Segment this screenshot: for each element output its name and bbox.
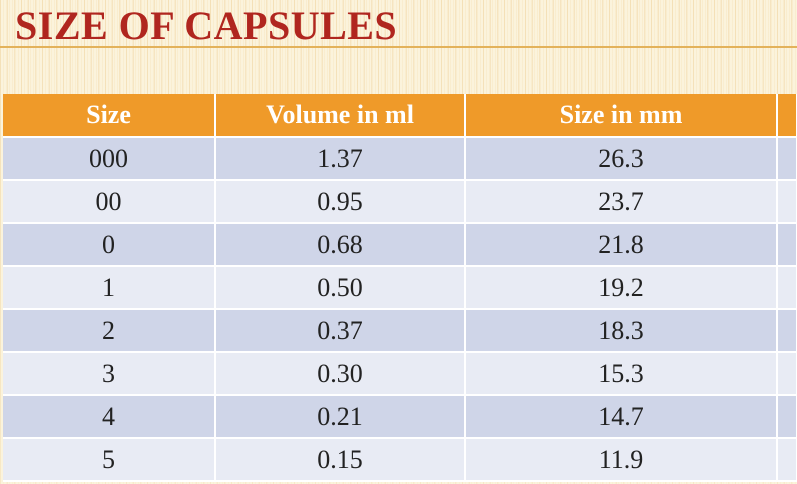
table-row: 00 0.95 23.7 bbox=[3, 180, 797, 224]
table-header-row: Size Volume in ml Size in mm bbox=[3, 94, 797, 138]
cell-size-mm: 14.7 bbox=[465, 395, 778, 439]
cell-volume: 0.50 bbox=[215, 266, 466, 310]
cell-extra bbox=[777, 438, 797, 482]
header-extra-column bbox=[777, 94, 797, 138]
cell-extra bbox=[777, 395, 797, 439]
cell-size: 00 bbox=[3, 180, 216, 224]
slide-title: SIZE OF CAPSULES bbox=[15, 3, 398, 48]
cell-extra bbox=[777, 137, 797, 181]
cell-extra bbox=[777, 352, 797, 396]
cell-size-mm: 26.3 bbox=[465, 137, 778, 181]
table-row: 5 0.15 11.9 bbox=[3, 438, 797, 482]
cell-extra bbox=[777, 266, 797, 310]
cell-volume: 0.15 bbox=[215, 438, 466, 482]
cell-extra bbox=[777, 180, 797, 224]
cell-size-mm: 11.9 bbox=[465, 438, 778, 482]
cell-size: 1 bbox=[3, 266, 216, 310]
cell-volume: 1.37 bbox=[215, 137, 466, 181]
cell-size: 000 bbox=[3, 137, 216, 181]
cell-extra bbox=[777, 223, 797, 267]
title-underline bbox=[0, 46, 797, 48]
cell-size: 3 bbox=[3, 352, 216, 396]
cell-size: 0 bbox=[3, 223, 216, 267]
header-volume: Volume in ml bbox=[215, 94, 466, 138]
table-row: 1 0.50 19.2 bbox=[3, 266, 797, 310]
cell-volume: 0.37 bbox=[215, 309, 466, 353]
cell-volume: 0.21 bbox=[215, 395, 466, 439]
table-row: 000 1.37 26.3 bbox=[3, 137, 797, 181]
table-row: 2 0.37 18.3 bbox=[3, 309, 797, 353]
header-size-mm: Size in mm bbox=[465, 94, 778, 138]
cell-size: 5 bbox=[3, 438, 216, 482]
cell-extra bbox=[777, 309, 797, 353]
cell-volume: 0.30 bbox=[215, 352, 466, 396]
cell-size-mm: 19.2 bbox=[465, 266, 778, 310]
cell-size-mm: 23.7 bbox=[465, 180, 778, 224]
table-row: 3 0.30 15.3 bbox=[3, 352, 797, 396]
cell-size: 4 bbox=[3, 395, 216, 439]
cell-size-mm: 18.3 bbox=[465, 309, 778, 353]
capsule-size-table-container: Size Volume in ml Size in mm 000 1.37 26… bbox=[3, 94, 797, 482]
cell-volume: 0.95 bbox=[215, 180, 466, 224]
cell-size-mm: 15.3 bbox=[465, 352, 778, 396]
table-row: 4 0.21 14.7 bbox=[3, 395, 797, 439]
cell-volume: 0.68 bbox=[215, 223, 466, 267]
capsule-size-table: Size Volume in ml Size in mm 000 1.37 26… bbox=[3, 94, 797, 482]
header-size: Size bbox=[3, 94, 216, 138]
cell-size: 2 bbox=[3, 309, 216, 353]
table-row: 0 0.68 21.8 bbox=[3, 223, 797, 267]
cell-size-mm: 21.8 bbox=[465, 223, 778, 267]
